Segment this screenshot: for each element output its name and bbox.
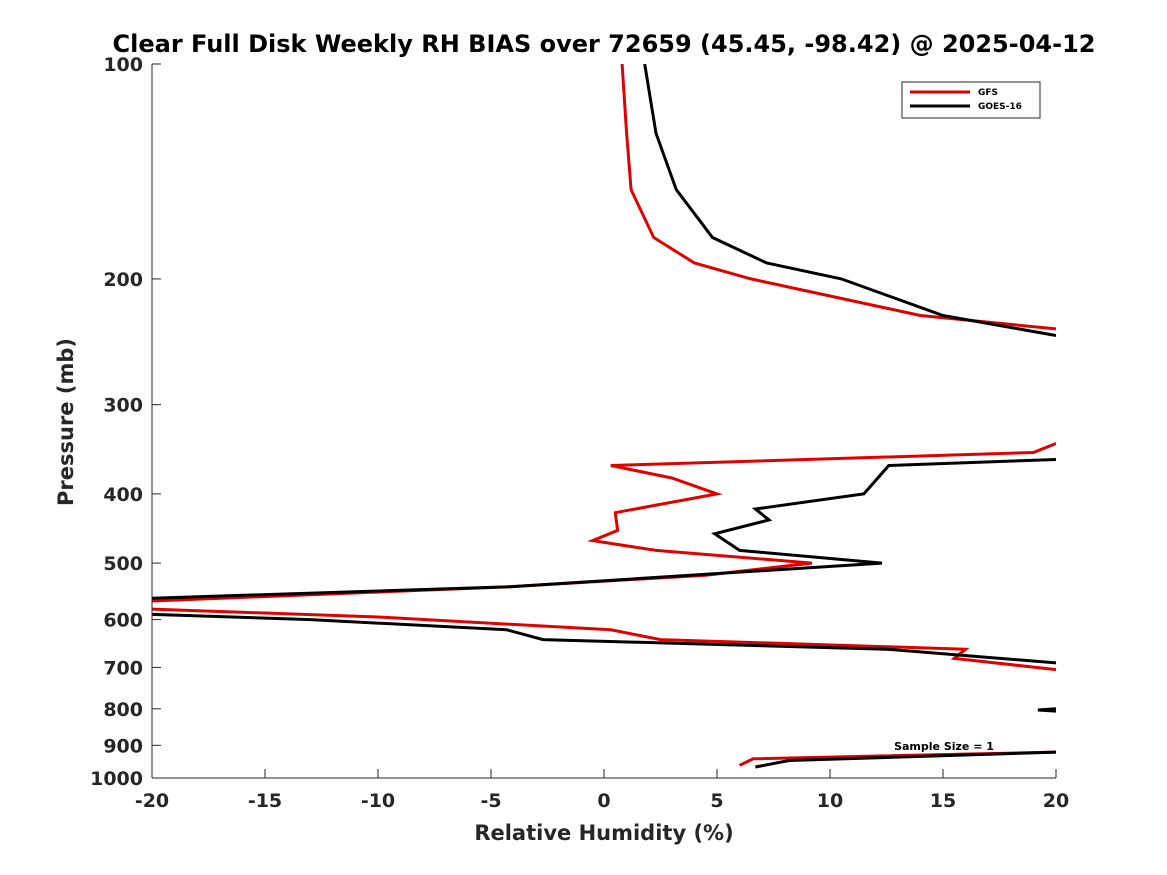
series-goes-16-line-3 — [152, 612, 1056, 665]
series-layer — [152, 64, 1056, 769]
axes-layer: -20 -15 -10 -5 0 5 10 15 20 100 200 300 400 500 600 700… — [90, 54, 1069, 812]
x-tick-label: 10 — [817, 790, 843, 812]
x-tick-label: 5 — [710, 790, 723, 812]
x-tick-label: -10 — [361, 790, 395, 812]
sample-size-annotation: Sample Size = 1 — [894, 740, 994, 753]
series-goes-16-line-2 — [152, 458, 1056, 600]
x-tick-label: 15 — [930, 790, 956, 812]
legend-box — [901, 81, 1041, 119]
series-goes-16-line-5 — [755, 750, 1056, 769]
y-tick-label: 500 — [103, 553, 143, 575]
x-axis-label: Relative Humidity (%) — [474, 821, 733, 845]
x-tick-label: -15 — [248, 790, 282, 812]
y-tick-label: 600 — [103, 610, 143, 632]
x-tick-label: 0 — [597, 790, 610, 812]
legend-label-gfs: GFS — [978, 88, 998, 98]
x-tick-label: -20 — [135, 790, 169, 812]
chart-title: Clear Full Disk Weekly RH BIAS over 7265… — [113, 30, 1096, 58]
y-tick-label: 900 — [103, 735, 143, 757]
x-tick-label: -5 — [480, 790, 501, 812]
y-axis-label: Pressure (mb) — [54, 338, 78, 506]
y-tick-label: 200 — [103, 269, 143, 291]
y-tick-label: 400 — [103, 484, 143, 506]
y-tick-label: 300 — [103, 395, 143, 417]
series-gfs-line-2 — [152, 442, 1056, 603]
series-gfs-line-1 — [620, 64, 1056, 331]
series-goes-16-line-4 — [1037, 707, 1056, 713]
legend-label-goes-16: GOES-16 — [978, 102, 1022, 112]
y-tick-label: 1000 — [90, 768, 143, 790]
series-goes-16-line-1 — [643, 64, 1056, 337]
x-tick-label: 20 — [1043, 790, 1069, 812]
y-tick-label: 700 — [103, 657, 143, 679]
y-tick-label: 800 — [103, 699, 143, 721]
series-gfs-line-3 — [152, 607, 1056, 672]
y-tick-label: 100 — [103, 54, 143, 76]
legend: GFS GOES-16 — [901, 81, 1041, 119]
